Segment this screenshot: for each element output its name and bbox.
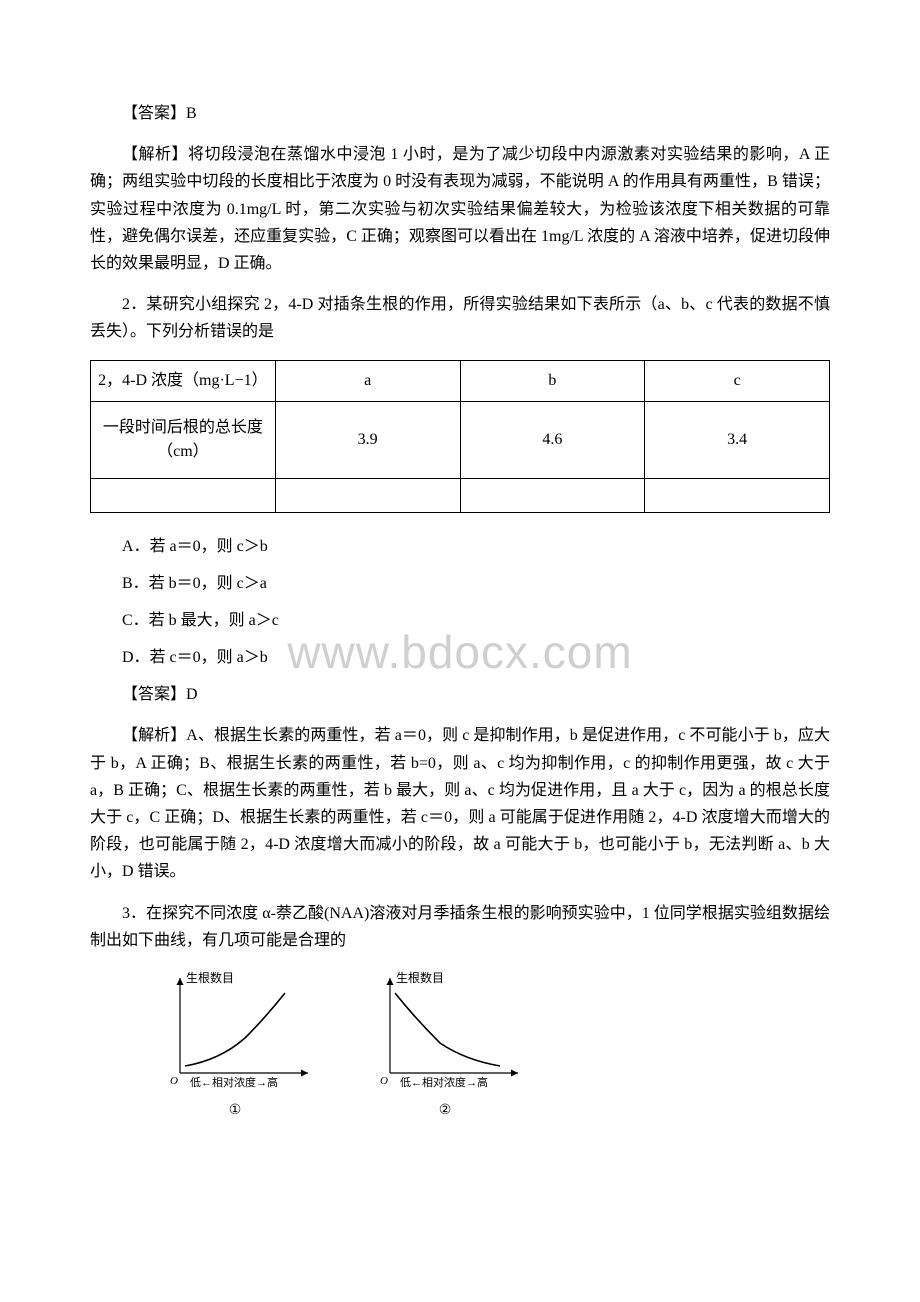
table-cell-header: 2，4-D 浓度（mg·L−1） [91, 360, 276, 401]
table-cell: b [460, 360, 645, 401]
curve-2 [395, 993, 500, 1066]
table-row: 2，4-D 浓度（mg·L−1） a b c [91, 360, 830, 401]
graph-1: 生根数目 O 低←相对浓度→高 [150, 968, 320, 1098]
graph-panel-2: 生根数目 O 低←相对浓度→高 ② [360, 968, 530, 1119]
q2-table: 2，4-D 浓度（mg·L−1） a b c 一段时间后根的总长度（cm） 3.… [90, 360, 830, 513]
table-row [91, 478, 830, 512]
table-row: 一段时间后根的总长度（cm） 3.9 4.6 3.4 [91, 401, 830, 478]
table-cell [275, 478, 460, 512]
answer-1-explain: 【解析】将切段浸泡在蒸馏水中浸泡 1 小时，是为了减少切段中内源激素对实验结果的… [90, 141, 830, 277]
xlabel: 低←相对浓度→高 [190, 1075, 278, 1089]
q2-stem: 2．某研究小组探究 2，4-D 对插条生根的作用，所得实验结果如下表所示（a、b… [90, 291, 830, 345]
table-cell: 3.9 [275, 401, 460, 478]
table-cell: c [645, 360, 830, 401]
graph-2-caption: ② [439, 1102, 452, 1119]
graph-2: 生根数目 O 低←相对浓度→高 [360, 968, 530, 1098]
q2-explain: 【解析】A、根据生长素的两重性，若 a＝0，则 c 是抑制作用，b 是促进作用，… [90, 722, 830, 885]
q3-graphs: 生根数目 O 低←相对浓度→高 ① 生根数目 O 低←相对浓度→高 ② [90, 968, 830, 1119]
origin-label: O [170, 1075, 178, 1087]
q2-option-c: C．若 b 最大，则 a＞c [90, 607, 830, 634]
table-cell: a [275, 360, 460, 401]
xlabel: 低←相对浓度→高 [400, 1075, 488, 1089]
graph-panel-1: 生根数目 O 低←相对浓度→高 ① [150, 968, 320, 1119]
curve-1 [185, 993, 285, 1066]
q2-option-b: B．若 b＝0，则 c＞a [90, 570, 830, 597]
table-cell-header: 一段时间后根的总长度（cm） [91, 401, 276, 478]
graph-1-caption: ① [229, 1102, 242, 1119]
answer-1-label: 【答案】B [90, 100, 830, 127]
table-cell: 3.4 [645, 401, 830, 478]
q2-option-d: D．若 c＝0，则 a＞b [90, 644, 830, 671]
table-cell [645, 478, 830, 512]
q3-stem: 3．在探究不同浓度 α-萘乙酸(NAA)溶液对月季插条生根的影响预实验中，1 位… [90, 900, 830, 954]
table-cell: 4.6 [460, 401, 645, 478]
table-cell [460, 478, 645, 512]
origin-label: O [380, 1075, 388, 1087]
table-cell [91, 478, 276, 512]
q2-option-a: A．若 a＝0，则 c＞b [90, 533, 830, 560]
ylabel: 生根数目 [186, 970, 234, 985]
q2-answer: 【答案】D [90, 681, 830, 708]
ylabel: 生根数目 [396, 970, 444, 985]
